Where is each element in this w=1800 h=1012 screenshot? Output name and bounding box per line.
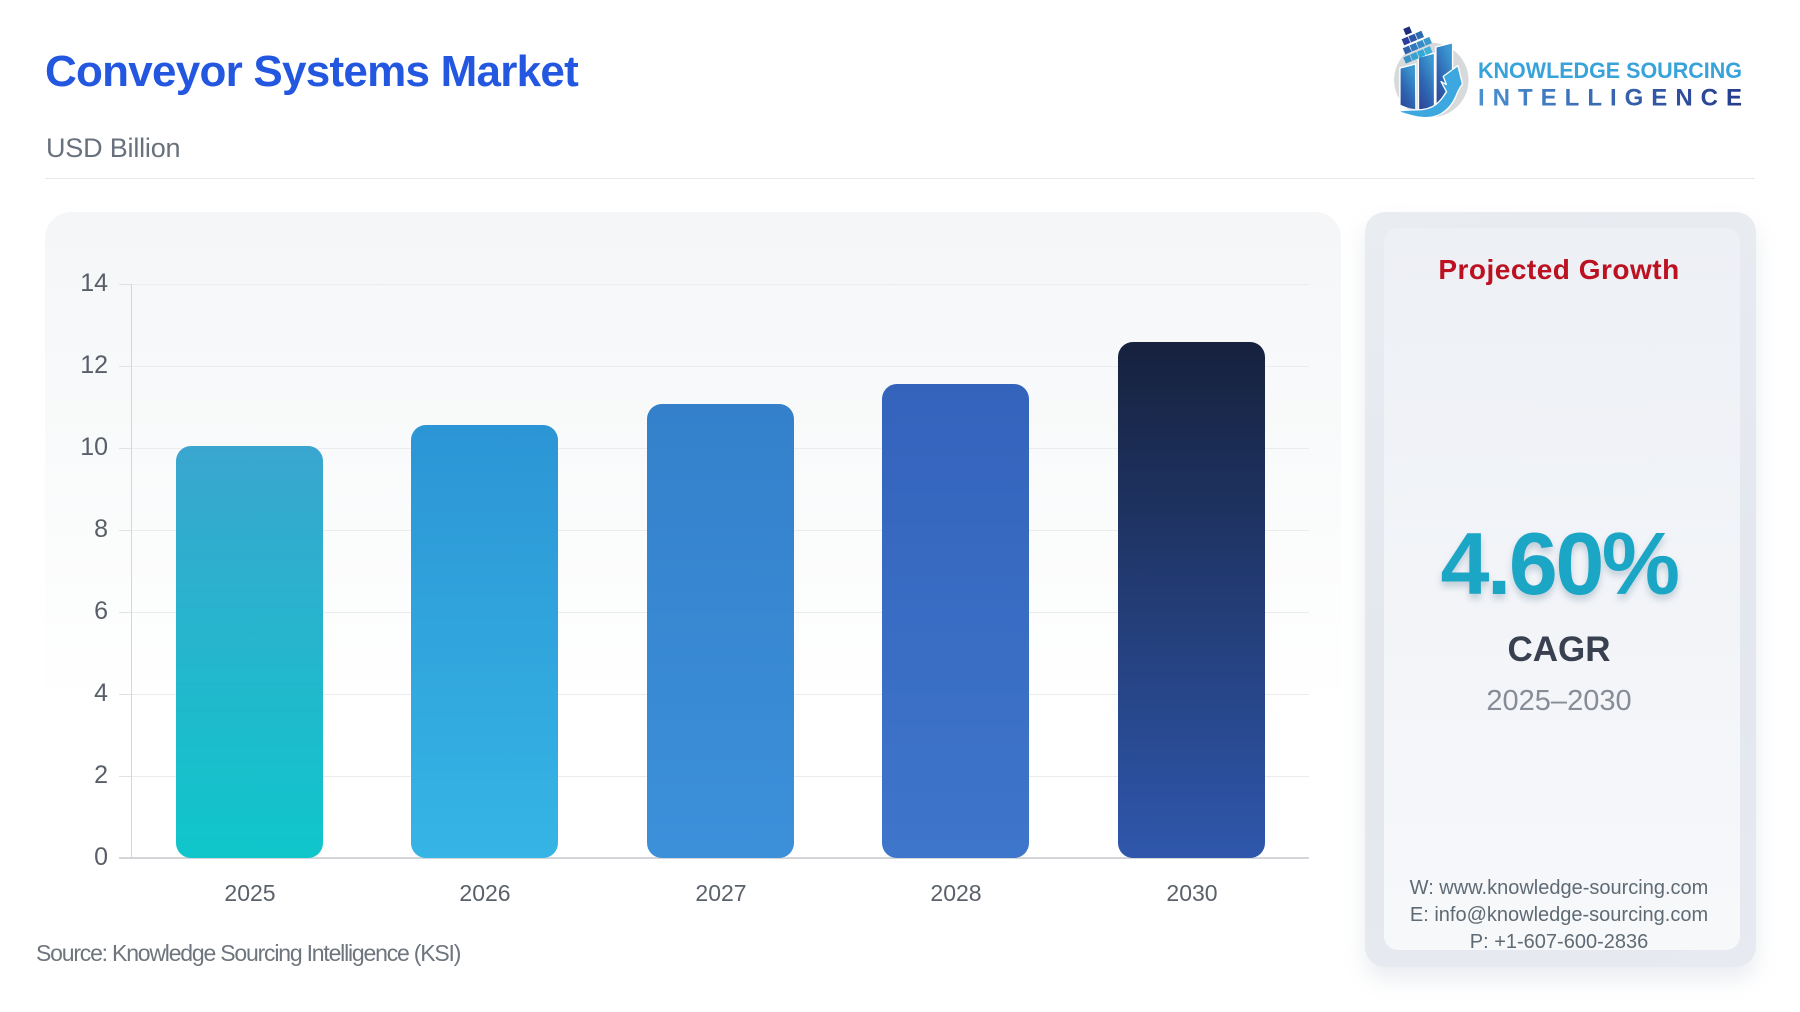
svg-text:KNOWLEDGE SOURCING: KNOWLEDGE SOURCING bbox=[1478, 58, 1742, 83]
svg-text:INTELLIGENCE: INTELLIGENCE bbox=[1478, 84, 1742, 111]
